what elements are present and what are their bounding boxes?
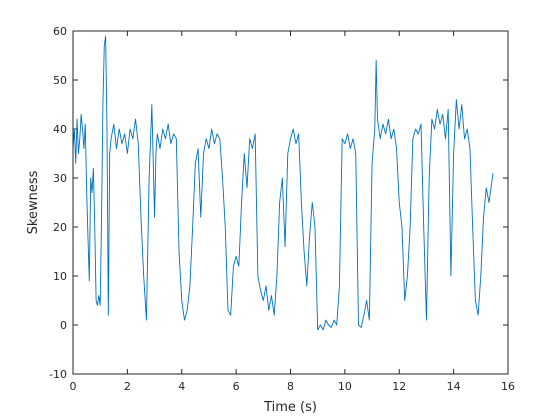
y-tick-label: 20 [53, 221, 67, 234]
x-tick-label: 6 [233, 380, 240, 393]
x-tick-label: 4 [178, 380, 185, 393]
y-tick-label: 10 [53, 270, 67, 283]
axes-box [72, 30, 509, 375]
x-tick-label: 2 [124, 380, 131, 393]
data-line [72, 35, 494, 331]
x-tick-label: 0 [70, 380, 77, 393]
y-tick-label: 50 [53, 74, 67, 87]
x-tick-label: 10 [338, 380, 352, 393]
y-tick-label: 0 [60, 319, 67, 332]
y-tick-label: 40 [53, 123, 67, 136]
x-tick-label: 16 [501, 380, 515, 393]
x-tick-label: 14 [447, 380, 461, 393]
x-tick-label: 12 [392, 380, 406, 393]
x-tick-label: 8 [287, 380, 294, 393]
x-axis-label: Time (s) [263, 400, 317, 415]
y-tick-label: 30 [53, 172, 67, 185]
y-tick-label: 60 [53, 25, 67, 38]
plot-area [73, 31, 508, 374]
y-tick-label: -10 [49, 368, 67, 381]
y-axis-label: Skewness [26, 170, 41, 234]
